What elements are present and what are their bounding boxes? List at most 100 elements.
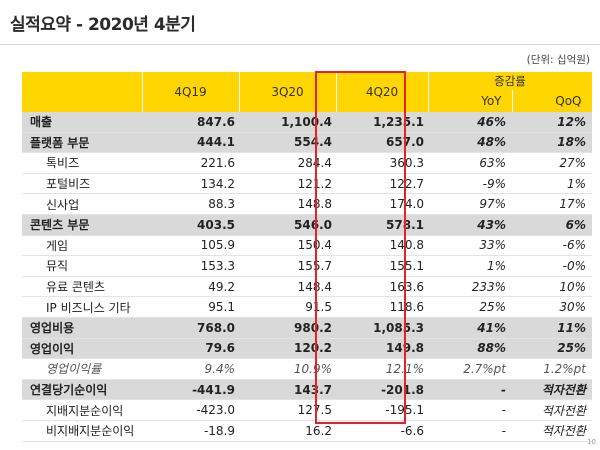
table-header: 4Q19 3Q20 4Q20 증감률 YoY QoQ xyxy=(22,72,593,112)
row-label: 포털비즈 xyxy=(22,173,142,195)
value-yoy: 33% xyxy=(428,235,512,257)
table-row: 비지배지분순이익 -18.9 16.2 -6.6- 적자전환 xyxy=(22,420,592,442)
value-yoy: 41% xyxy=(428,317,512,339)
value-4q20: 174.0 xyxy=(336,193,428,215)
value-yoy: - xyxy=(428,379,512,401)
value-qoq: 11% xyxy=(512,317,592,339)
value-3q20: 546.0 xyxy=(239,214,336,236)
value-qoq: 30% xyxy=(512,296,592,318)
table-row: 지배지분순이익 -423.0 127.5 -195.1- 적자전환 xyxy=(22,399,592,421)
value-4q20: -6.6 xyxy=(336,420,428,442)
value-3q20: 91.5 xyxy=(239,296,336,318)
value-yoy: 48% xyxy=(428,132,512,154)
row-label: 뮤직 xyxy=(22,255,142,277)
table-row: 포털비즈 134.2 121.2 122.7 -9% 1% xyxy=(22,173,592,195)
table-row: 플랫폼 부문 444.1 554.4 657.0 48% 18% xyxy=(22,132,592,154)
value-4q19: -423.0 xyxy=(142,399,239,421)
value-3q20: 121.2 xyxy=(239,173,336,195)
value-yoy: 1% xyxy=(428,255,512,277)
row-label: IP 비즈니스 기타 xyxy=(22,296,142,318)
value-4q20: 155.1 xyxy=(336,255,428,277)
value-qoq: 12% xyxy=(512,112,592,133)
unit-note: (단위: 십억원) xyxy=(526,54,590,66)
row-label: 영업비용 xyxy=(22,317,142,339)
value-3q20: 150.4 xyxy=(239,235,336,257)
value-4q20: 12.1% xyxy=(336,358,428,380)
value-4q20: 1,235.1 xyxy=(336,112,428,133)
value-3q20: 148.4 xyxy=(239,276,336,298)
value-4q19: 95.1 xyxy=(142,296,239,318)
value-yoy: -9% xyxy=(428,173,512,195)
value-4q19: 9.4% xyxy=(142,358,239,380)
value-qoq: 25% xyxy=(512,338,592,360)
value-3q20: 127.5 xyxy=(239,399,336,421)
value-yoy: 233% xyxy=(428,276,512,298)
value-qoq: 적자전환 xyxy=(512,420,592,442)
value-4q20: 360.3 xyxy=(336,152,428,174)
row-label: 유료 콘텐츠 xyxy=(22,276,142,298)
row-label: 신사업 xyxy=(22,193,142,215)
table-row: 콘텐츠 부문 403.5 546.0 578.1 43% 6% xyxy=(22,214,592,236)
value-4q19: 221.6 xyxy=(142,152,239,174)
value-qoq: 1.2%pt xyxy=(512,358,592,380)
value-4q20: 118.6 xyxy=(336,296,428,318)
value-yoy: 97% xyxy=(428,193,512,215)
value-3q20: 980.2 xyxy=(239,317,336,339)
table-row: 영업비용 768.0 980.2 1,085.3 41% 11% xyxy=(22,317,592,339)
header-3q20: 3Q20 xyxy=(239,72,337,112)
table-row: IP 비즈니스 기타 95.1 91.5 118.6 25% 30% xyxy=(22,296,592,318)
header-qoq: QoQ xyxy=(512,90,593,112)
value-yoy: 25% xyxy=(428,296,512,318)
table-row: 매출 847.6 1,100.4 1,235.1 46% 12% xyxy=(22,112,592,133)
value-4q20: 1,085.3 xyxy=(336,317,428,339)
row-label: 콘텐츠 부문 xyxy=(22,214,142,236)
row-label: 매출 xyxy=(22,112,142,133)
row-label: 연결당기순이익 xyxy=(22,379,142,401)
title-divider xyxy=(0,44,600,45)
value-4q19: 847.6 xyxy=(142,112,239,133)
earnings-summary-table: 4Q19 3Q20 4Q20 증감률 YoY QoQ 매출 847.6 1,100.… xyxy=(22,72,593,442)
table-row: 영업이익률 9.4% 10.9% 12.1% 2.7%pt 1.2%pt xyxy=(22,358,592,380)
value-qoq: 적자전환 xyxy=(512,379,592,401)
value-3q20: 143.7 xyxy=(239,379,336,401)
header-blank xyxy=(22,72,143,112)
value-4q19: 88.3 xyxy=(142,193,239,215)
value-4q20: 149.8 xyxy=(336,338,428,360)
table-row: 톡비즈 221.6 284.4 360.3 63% 27% xyxy=(22,152,592,174)
page-title: 실적요약 - 2020년 4분기 xyxy=(10,15,196,35)
table-row: 게임 105.9 150.4 140.8 33% -6% xyxy=(22,235,592,257)
value-qoq: 17% xyxy=(512,193,592,215)
value-4q19: 768.0 xyxy=(142,317,239,339)
value-4q20: 578.1 xyxy=(336,214,428,236)
value-qoq: -6% xyxy=(512,235,592,257)
row-label: 비지배지분순이익 xyxy=(22,420,142,442)
value-qoq: 10% xyxy=(512,276,592,298)
title-bar: 실적요약 - 2020년 4분기 xyxy=(0,0,600,44)
row-label: 지배지분순이익 xyxy=(22,399,142,421)
row-label: 톡비즈 xyxy=(22,152,142,174)
value-4q19: 153.3 xyxy=(142,255,239,277)
value-3q20: 120.2 xyxy=(239,338,336,360)
value-4q20: -195.1 xyxy=(336,399,428,421)
value-3q20: 1,100.4 xyxy=(239,112,336,133)
value-qoq: 18% xyxy=(512,132,592,154)
header-yoy: YoY xyxy=(428,90,513,112)
value-4q19: 105.9 xyxy=(142,235,239,257)
value-4q20: 140.8 xyxy=(336,235,428,257)
table-row: 뮤직 153.3 155.7 155.1 1% -0% xyxy=(22,255,592,277)
value-yoy: - xyxy=(428,399,512,421)
table-row: 영업이익 79.6 120.2 149.8 88% 25% xyxy=(22,338,592,360)
value-4q19: 444.1 xyxy=(142,132,239,154)
value-4q19: 79.6 xyxy=(142,338,239,360)
value-3q20: 16.2 xyxy=(239,420,336,442)
value-qoq: 6% xyxy=(512,214,592,236)
value-3q20: 10.9% xyxy=(239,358,336,380)
value-3q20: 155.7 xyxy=(239,255,336,277)
value-yoy: 88% xyxy=(428,338,512,360)
value-3q20: 284.4 xyxy=(239,152,336,174)
value-yoy: 63% xyxy=(428,152,512,174)
header-growth-rate: 증감률 xyxy=(428,72,593,90)
row-label: 영업이익률 xyxy=(22,358,142,380)
value-3q20: 148.8 xyxy=(239,193,336,215)
value-qoq: -0% xyxy=(512,255,592,277)
